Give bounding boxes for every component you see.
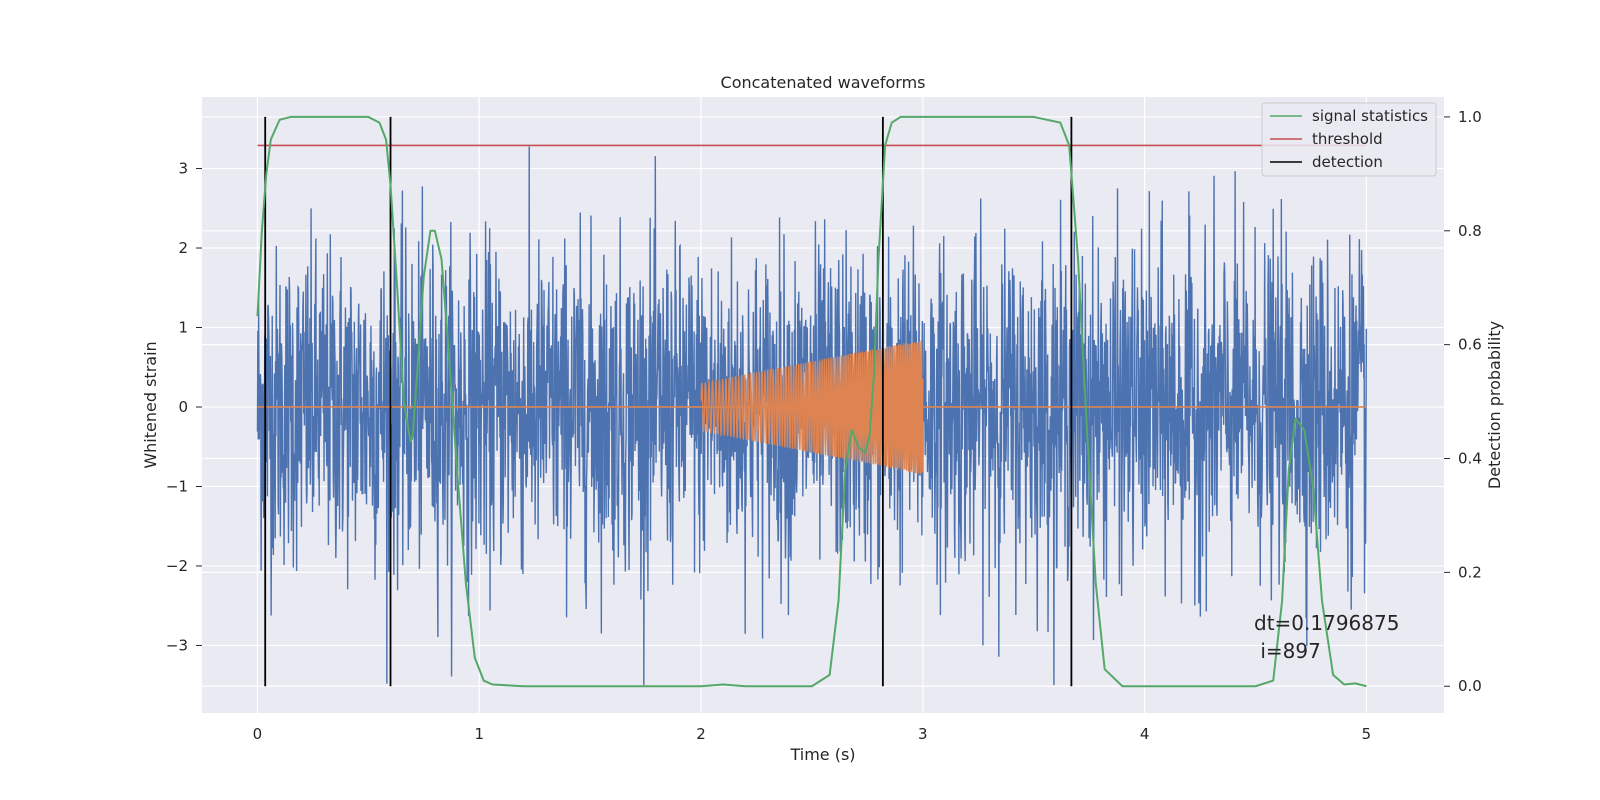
x-tick-label: 1	[474, 725, 484, 743]
y2-tick-label: 0.0	[1458, 677, 1482, 695]
legend-label-detection: detection	[1312, 153, 1383, 171]
x-tick-label: 4	[1140, 725, 1150, 743]
y-tick-label: −3	[166, 636, 188, 654]
y2-axis-label: Detection probability	[1485, 321, 1504, 489]
x-tick-label: 0	[253, 725, 263, 743]
y-tick-label: 3	[178, 160, 188, 178]
y-tick-label: −1	[166, 477, 188, 495]
series-signal-statistics	[256, 115, 1367, 688]
annotation-index: i=897	[1254, 639, 1321, 663]
y2-tick-label: 0.2	[1458, 563, 1482, 581]
annotation-dt: dt=0.1796875	[1254, 611, 1399, 635]
legend-label-signal-statistics: signal statistics	[1312, 107, 1428, 125]
y-axis-label: Whitened strain	[141, 341, 160, 468]
x-axis-label: Time (s)	[789, 745, 855, 764]
y2-tick-label: 0.6	[1458, 336, 1482, 354]
x-tick-label: 2	[696, 725, 706, 743]
y2-tick-label: 1.0	[1458, 108, 1482, 126]
x-tick-label: 5	[1362, 725, 1372, 743]
ticks: 0 1 2 3 4 5 −3 −2 −1 0 1 2 3 0.0 0.2 0.4 0.6 0.8 1.0	[166, 108, 1482, 743]
series-chirp-oscillation	[700, 340, 924, 474]
series-strain-noise	[256, 146, 1368, 686]
legend: signal statistics threshold detection	[1261, 102, 1437, 177]
series-layer	[256, 115, 1368, 688]
y-tick-label: 0	[178, 398, 188, 416]
y-tick-label: −2	[166, 557, 188, 575]
y2-tick-label: 0.4	[1458, 450, 1482, 468]
x-tick-label: 3	[918, 725, 928, 743]
y2-tick-label: 0.8	[1458, 222, 1482, 240]
chart-title: Concatenated waveforms	[721, 73, 926, 92]
legend-label-threshold: threshold	[1312, 130, 1383, 148]
y-tick-label: 2	[178, 239, 188, 257]
legend-frame	[1261, 102, 1437, 177]
y-tick-label: 1	[178, 319, 188, 337]
